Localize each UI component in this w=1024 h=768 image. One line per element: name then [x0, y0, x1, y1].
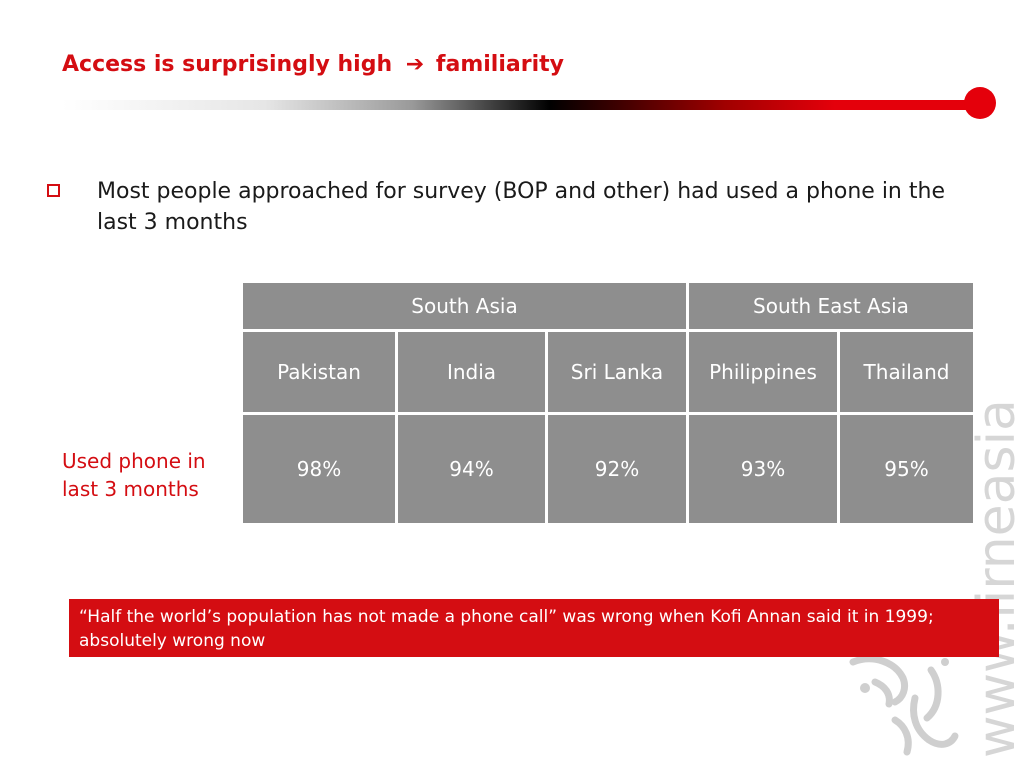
country-header-philippines: Philippines	[686, 329, 840, 415]
watermark-text: www.lirneasia.net	[967, 398, 1024, 758]
value-pakistan: 98%	[240, 412, 398, 526]
title-left: Access is surprisingly high	[62, 52, 393, 77]
arrow-right-icon: ➔	[405, 52, 425, 77]
slide-title: Access is surprisingly high ➔ familiarit…	[62, 52, 564, 77]
value-philippines: 93%	[686, 412, 840, 526]
region-header-south-asia: South Asia	[240, 280, 689, 332]
region-header-south-east-asia: South East Asia	[686, 280, 976, 332]
country-header-india: India	[395, 329, 548, 415]
country-header-row: Pakistan India Sri Lanka Philippines Tha…	[240, 329, 976, 415]
usage-table: South Asia South East Asia Pakistan Indi…	[240, 280, 976, 526]
value-india: 94%	[395, 412, 548, 526]
region-header-row: South Asia South East Asia	[240, 280, 976, 332]
title-divider	[62, 100, 982, 110]
table-row: 98% 94% 92% 93% 95%	[240, 412, 976, 526]
value-sri-lanka: 92%	[545, 412, 689, 526]
row-label: Used phone in last 3 months	[62, 449, 206, 501]
country-header-sri-lanka: Sri Lanka	[545, 329, 689, 415]
square-outline-icon	[47, 184, 60, 197]
divider-dot	[964, 87, 996, 119]
quote-callout: “Half the world’s population has not mad…	[69, 599, 999, 657]
title-right: familiarity	[435, 52, 564, 77]
bullet-text: Most people approached for survey (BOP a…	[97, 179, 945, 235]
logo-icon	[849, 655, 959, 756]
country-header-thailand: Thailand	[837, 329, 976, 415]
country-header-pakistan: Pakistan	[240, 329, 398, 415]
value-thailand: 95%	[837, 412, 976, 526]
